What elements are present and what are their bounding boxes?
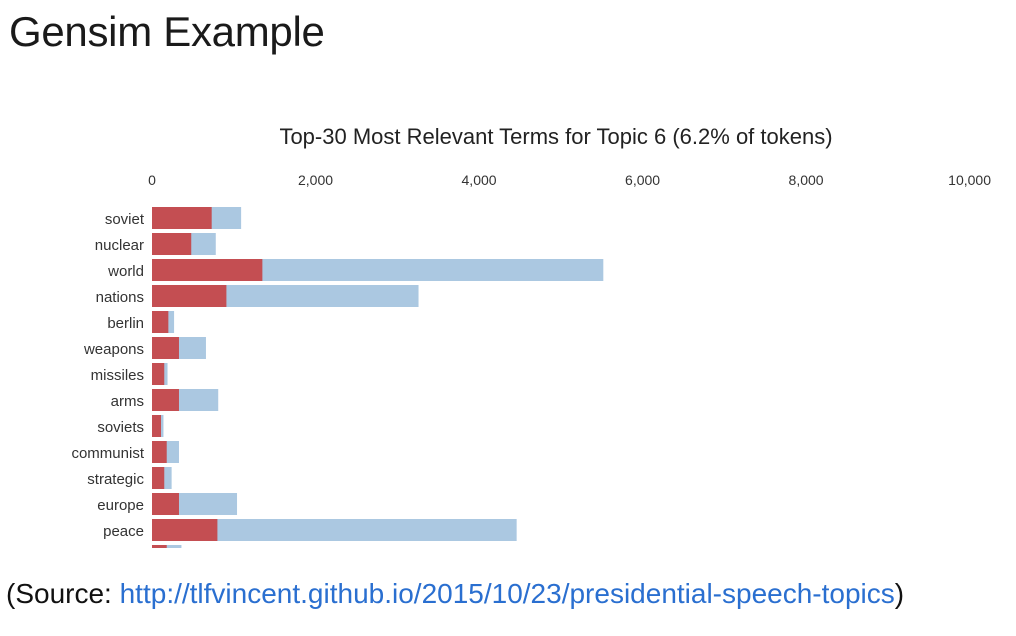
estimated-bar — [152, 285, 227, 307]
estimated-bar — [152, 519, 218, 541]
term-label: strategic — [87, 471, 144, 488]
overall-bar — [152, 259, 604, 281]
x-tick-label: 6,000 — [625, 172, 660, 188]
estimated-bar — [152, 415, 161, 437]
x-tick-label: 0 — [148, 172, 156, 188]
estimated-bar — [152, 441, 167, 463]
term-label: arms — [111, 393, 144, 410]
x-tick-label: 2,000 — [298, 172, 333, 188]
x-tick-label: 10,000 — [948, 172, 991, 188]
estimated-bar — [152, 545, 167, 548]
estimated-bar — [152, 493, 179, 515]
estimated-bar — [152, 363, 165, 385]
slide-title: Gensim Example — [9, 8, 325, 55]
source-suffix: ) — [894, 578, 905, 609]
overall-bars — [152, 207, 604, 548]
term-label: communist — [71, 445, 144, 462]
estimated-bars — [152, 207, 263, 548]
term-label: nuclear — [95, 237, 144, 254]
term-label: soviets — [97, 419, 144, 436]
overall-bar — [152, 519, 517, 541]
term-label: missiles — [91, 367, 144, 384]
x-tick-label: 4,000 — [462, 172, 497, 188]
bar-chart: Top-30 Most Relevant Terms for Topic 6 (… — [71, 124, 991, 548]
x-axis-ticks: 0 2,000 4,000 6,000 8,000 10,000 — [148, 172, 991, 188]
term-label: weapons — [83, 341, 144, 358]
estimated-bar — [152, 389, 179, 411]
term-label: berlin — [107, 315, 144, 332]
x-tick-label: 8,000 — [789, 172, 824, 188]
source-prefix: (Source: — [6, 578, 120, 609]
chart-title: Top-30 Most Relevant Terms for Topic 6 (… — [279, 124, 832, 149]
term-label: world — [107, 263, 144, 280]
estimated-bar — [152, 467, 165, 489]
estimated-bar — [152, 259, 263, 281]
estimated-bar — [152, 207, 212, 229]
term-label: peace — [103, 523, 144, 540]
term-label: nations — [96, 289, 144, 306]
term-label: soviet — [105, 211, 145, 228]
y-axis-labels: soviet nuclear world nations berlin weapons mi… — [71, 211, 144, 540]
term-label: europe — [97, 497, 144, 514]
source-link[interactable]: http://tlfvincent.github.io/2015/10/23/p… — [119, 578, 895, 609]
source-citation: (Source: http://tlfvincent.github.io/201… — [6, 578, 904, 610]
estimated-bar — [152, 233, 192, 255]
estimated-bar — [152, 311, 169, 333]
estimated-bar — [152, 337, 179, 359]
